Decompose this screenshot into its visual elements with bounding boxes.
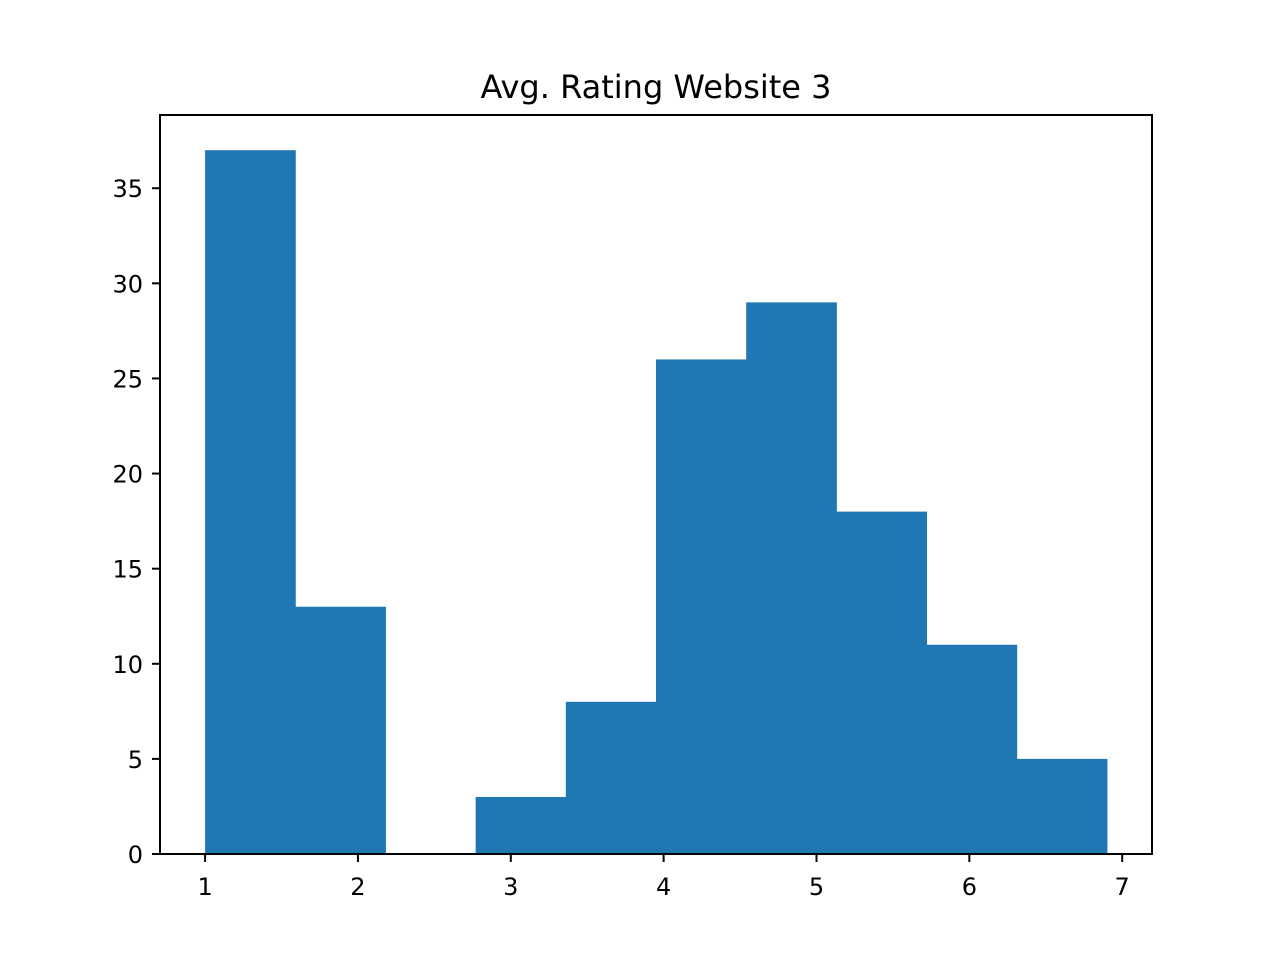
histogram-bar-6 — [656, 359, 747, 854]
x-tick-label: 1 — [197, 873, 212, 901]
histogram-bar-10 — [1016, 758, 1108, 854]
bars-group — [205, 150, 1108, 855]
plot-frame — [159, 114, 1153, 855]
y-tick-label: 10 — [112, 651, 143, 679]
histogram-bar-4 — [475, 796, 567, 854]
x-tick-label: 7 — [1115, 873, 1130, 901]
x-axis: 1 2 3 4 5 6 7 — [197, 854, 1130, 901]
histogram-bar-5 — [565, 701, 657, 854]
y-tick-label: 0 — [128, 841, 143, 869]
y-tick-label: 25 — [112, 365, 143, 393]
histogram-bar-2 — [295, 606, 386, 854]
y-tick-label: 20 — [112, 461, 143, 489]
x-tick-label: 2 — [350, 873, 365, 901]
y-axis: 0 5 10 15 20 25 30 35 — [112, 175, 160, 869]
histogram-bar-1 — [205, 150, 296, 854]
y-tick-label: 30 — [112, 270, 143, 298]
x-tick-label: 6 — [962, 873, 977, 901]
y-tick-label: 15 — [112, 556, 143, 584]
histogram-bar-9 — [926, 644, 1018, 854]
histogram-bar-8 — [836, 511, 928, 854]
x-tick-label: 5 — [809, 873, 824, 901]
x-tick-label: 4 — [656, 873, 671, 901]
histogram-bar-7 — [746, 302, 837, 855]
y-tick-label: 35 — [112, 175, 143, 203]
x-tick-label: 3 — [503, 873, 518, 901]
y-tick-label: 5 — [128, 746, 143, 774]
chart-title: Avg. Rating Website 3 — [480, 68, 831, 106]
